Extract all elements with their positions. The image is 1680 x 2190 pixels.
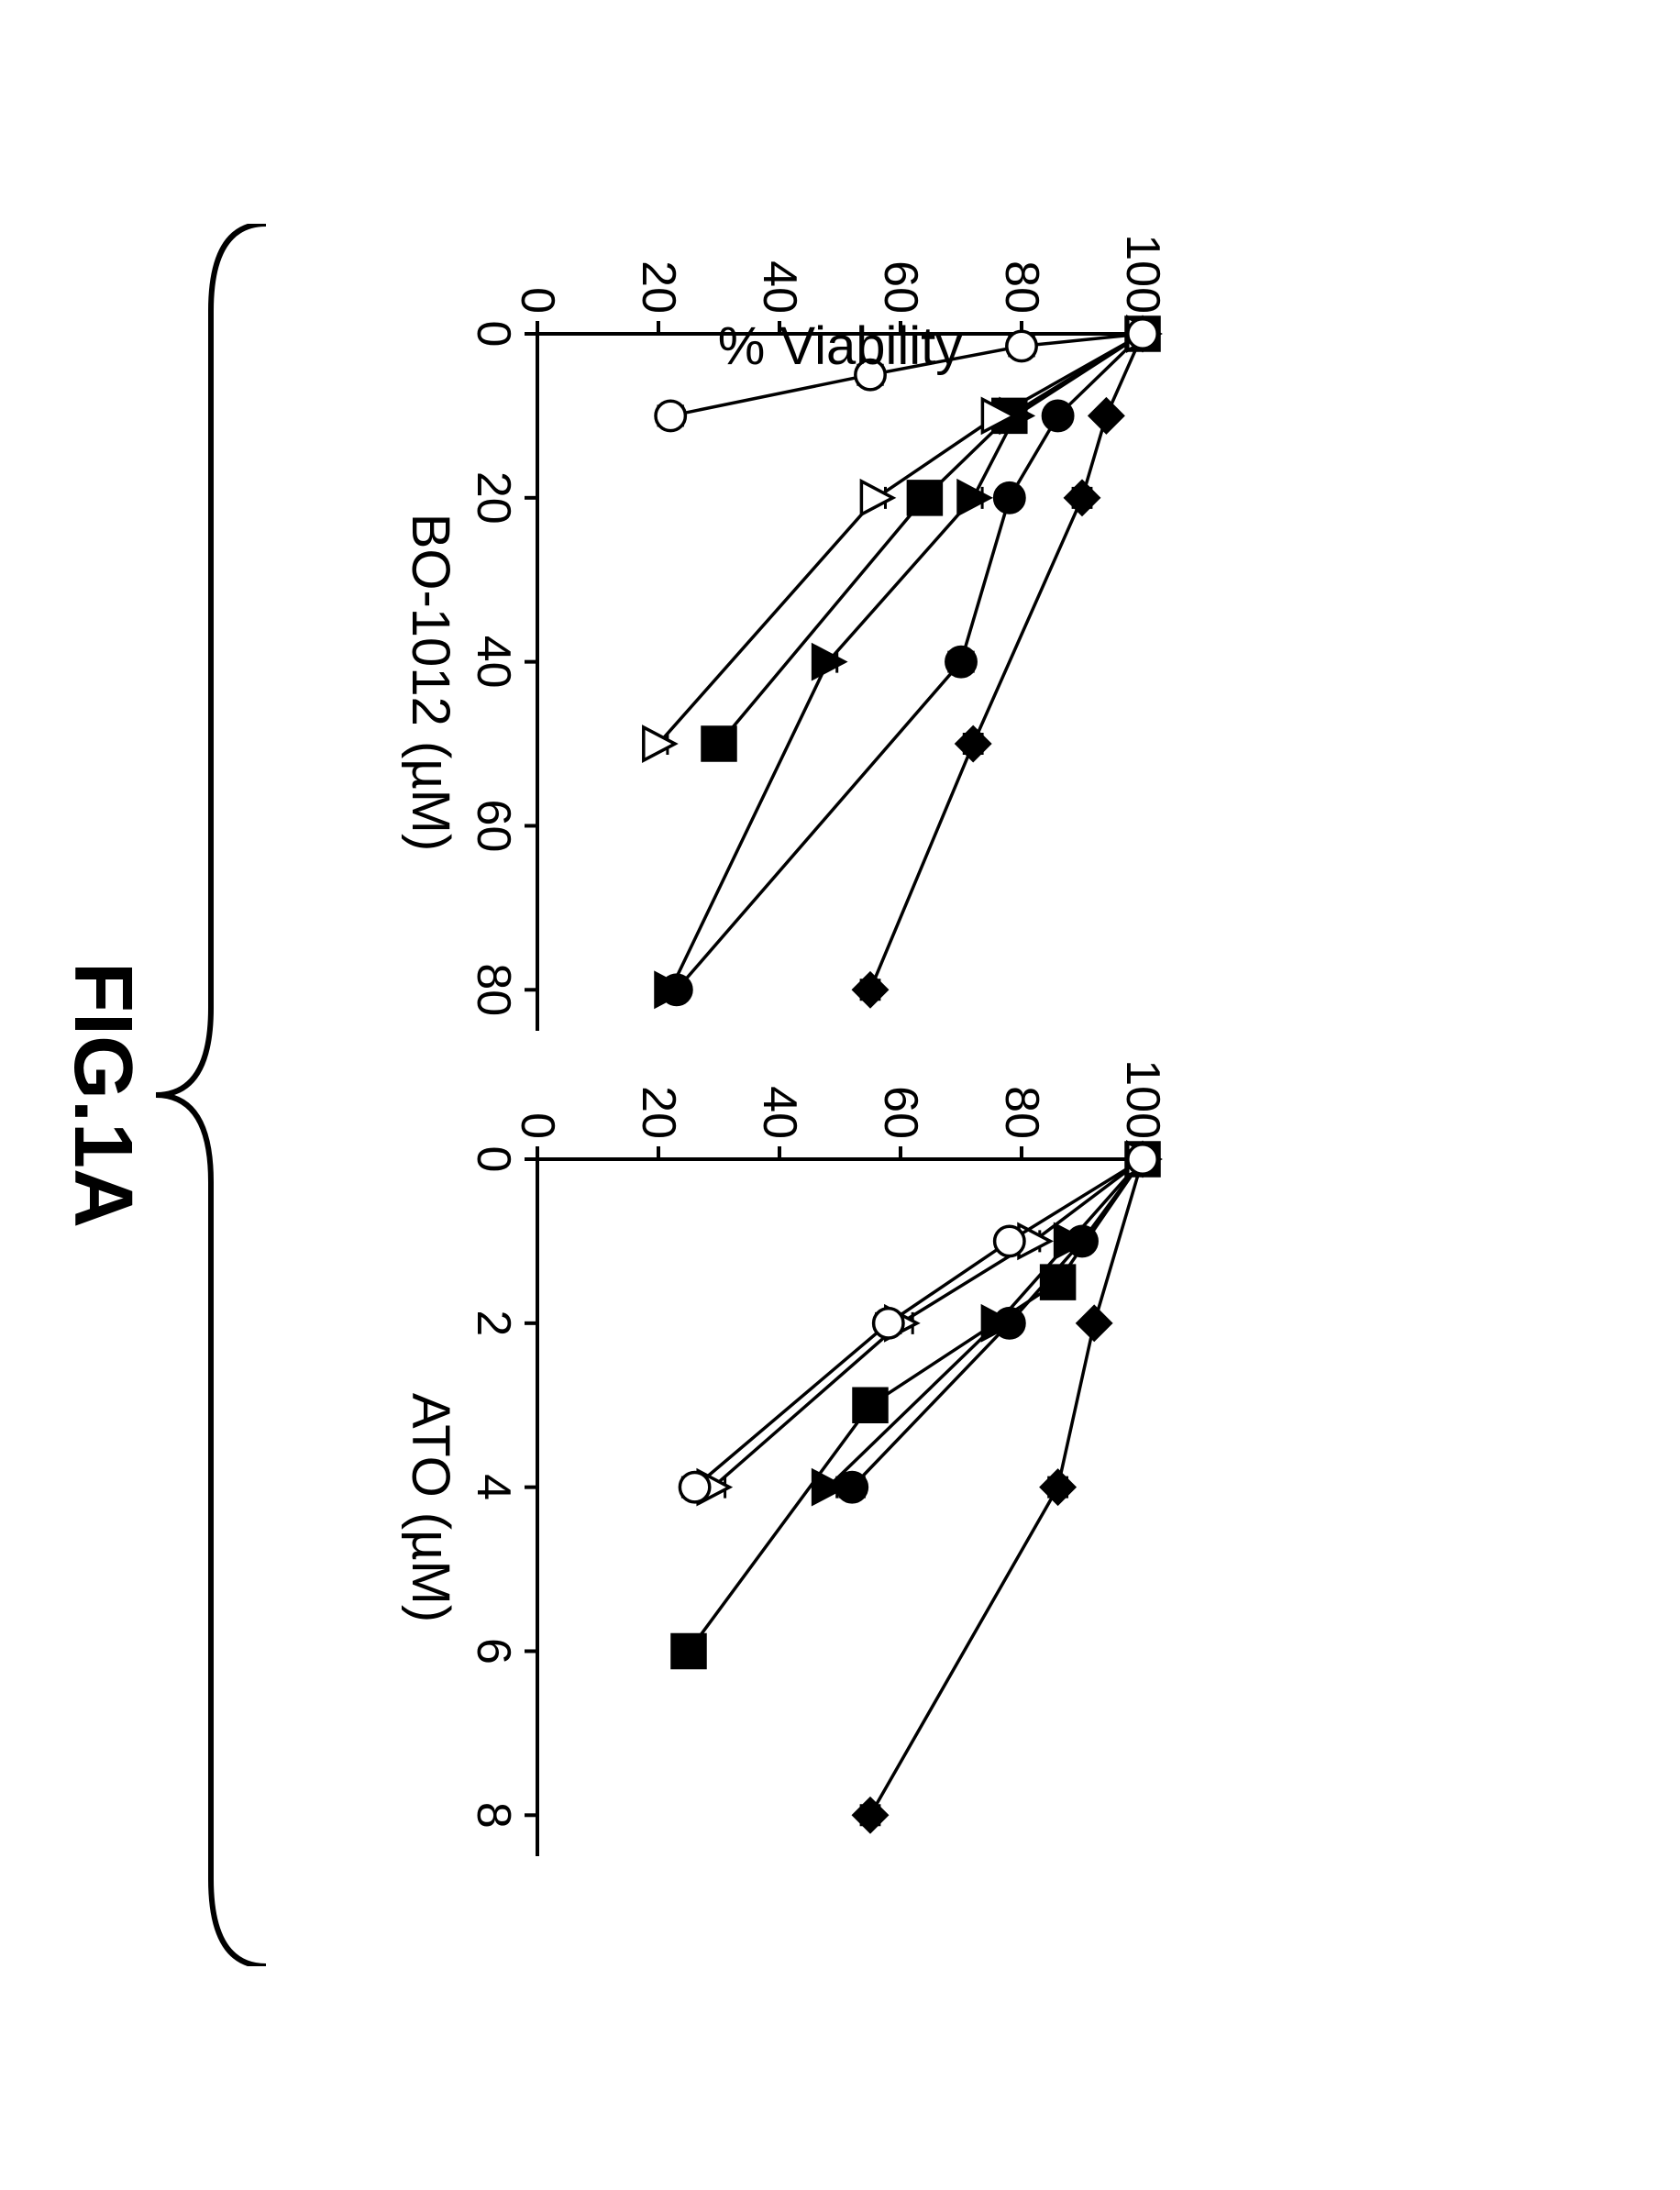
x-axis-label: BO-1012 (µM)	[400, 334, 461, 1031]
x-tick-label: 8	[466, 1802, 537, 1829]
x-tick-label: 80	[466, 963, 537, 1016]
x-axis-label: ATO (µM)	[400, 1159, 461, 1856]
y-tick-label: 40	[752, 260, 807, 334]
chart-panel-left: % ViabilityBO-1012 (µM)02040608010002040…	[537, 334, 1143, 1031]
x-tick-label: 4	[466, 1474, 537, 1500]
x-tick-label: 40	[466, 636, 537, 689]
chart-panels: % ViabilityBO-1012 (µM)02040608010002040…	[537, 334, 1143, 1856]
page: % ViabilityBO-1012 (µM)02040608010002040…	[0, 0, 1680, 2190]
plot-area	[537, 1159, 1143, 1856]
series-triangle-open	[644, 317, 1159, 760]
x-tick-label: 20	[466, 471, 537, 525]
plot-area	[537, 334, 1143, 1031]
figure-brace	[156, 224, 266, 1966]
rotated-canvas: % ViabilityBO-1012 (µM)02040608010002040…	[0, 0, 1680, 2190]
y-tick-label: 20	[631, 260, 686, 334]
y-tick-label: 100	[1115, 234, 1170, 334]
x-tick-label: 6	[466, 1638, 537, 1665]
y-tick-label: 80	[994, 1086, 1049, 1159]
chart-panel-right: ATO (µM)02040608010002468	[537, 1159, 1143, 1856]
y-tick-label: 20	[631, 1086, 686, 1159]
x-tick-label: 60	[466, 800, 537, 853]
y-tick-label: 40	[752, 1086, 807, 1159]
y-tick-label: 60	[873, 1086, 928, 1159]
y-tick-label: 100	[1115, 1059, 1170, 1159]
series-circle-filled	[662, 319, 1158, 1005]
x-tick-label: 0	[466, 321, 537, 348]
figure-label: FIG.1A	[55, 0, 149, 2190]
y-tick-label: 60	[873, 260, 928, 334]
x-tick-label: 0	[466, 1146, 537, 1173]
x-tick-label: 2	[466, 1310, 537, 1336]
y-tick-label: 80	[994, 260, 1049, 334]
